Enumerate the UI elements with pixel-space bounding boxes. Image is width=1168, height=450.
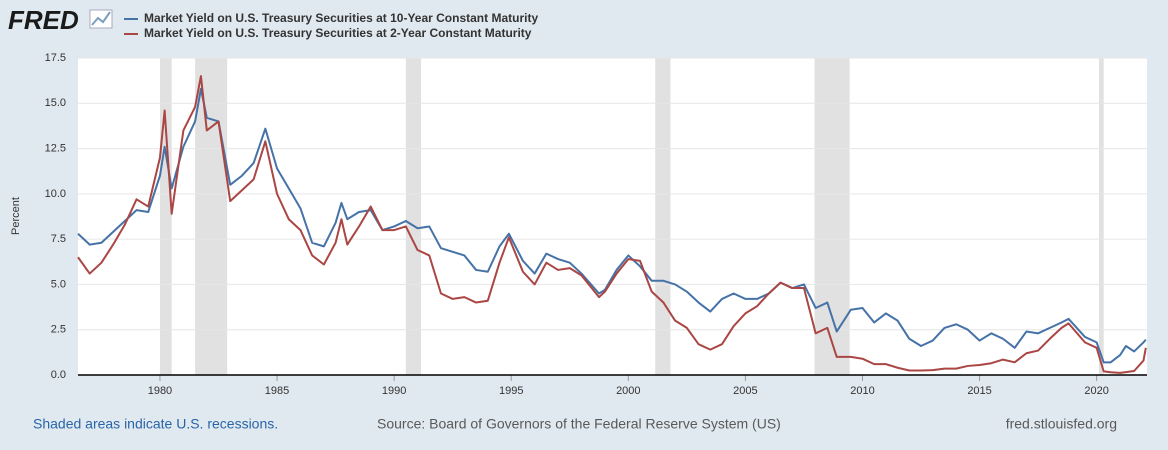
- y-axis-label: Percent: [10, 197, 22, 235]
- y-tick-label: 10.0: [45, 188, 66, 200]
- x-tick-label: 1985: [265, 385, 289, 397]
- y-tick-label: 0.0: [51, 369, 66, 381]
- logo: FRED: [8, 5, 79, 35]
- y-tick-label: 12.5: [45, 142, 66, 154]
- recession-band: [1098, 58, 1104, 375]
- recession-band: [655, 58, 671, 375]
- y-tick-label: 5.0: [51, 278, 66, 290]
- recession-band: [814, 58, 850, 375]
- recession-band: [195, 58, 228, 375]
- x-tick-label: 2015: [967, 385, 991, 397]
- x-tick-label: 2010: [850, 385, 874, 397]
- x-tick-label: 2020: [1084, 385, 1108, 397]
- footer-note[interactable]: Shaded areas indicate U.S. recessions.: [33, 416, 278, 432]
- x-tick-label: 1990: [382, 385, 406, 397]
- recession-band: [159, 58, 172, 375]
- x-tick-label: 2005: [733, 385, 757, 397]
- legend-label: Market Yield on U.S. Treasury Securities…: [144, 11, 538, 25]
- x-tick-label: 2000: [616, 385, 640, 397]
- y-tick-label: 17.5: [45, 52, 66, 64]
- plot-area: [78, 58, 1147, 375]
- x-tick-label: 1995: [499, 385, 523, 397]
- y-tick-label: 15.0: [45, 97, 66, 109]
- x-tick-label: 1980: [148, 385, 172, 397]
- logo-icon: [89, 9, 113, 29]
- series-line: [77, 75, 1147, 374]
- recession-band: [405, 58, 422, 375]
- recession-link[interactable]: Shaded areas indicate U.S. recessions.: [33, 416, 278, 432]
- series-line: [77, 87, 1147, 364]
- footer-site: fred.stlouisfed.org: [1006, 416, 1117, 432]
- y-tick-label: 7.5: [51, 233, 66, 245]
- y-tick-label: 2.5: [51, 324, 66, 336]
- legend-label: Market Yield on U.S. Treasury Securities…: [144, 26, 532, 40]
- footer-source: Source: Board of Governors of the Federa…: [377, 416, 781, 432]
